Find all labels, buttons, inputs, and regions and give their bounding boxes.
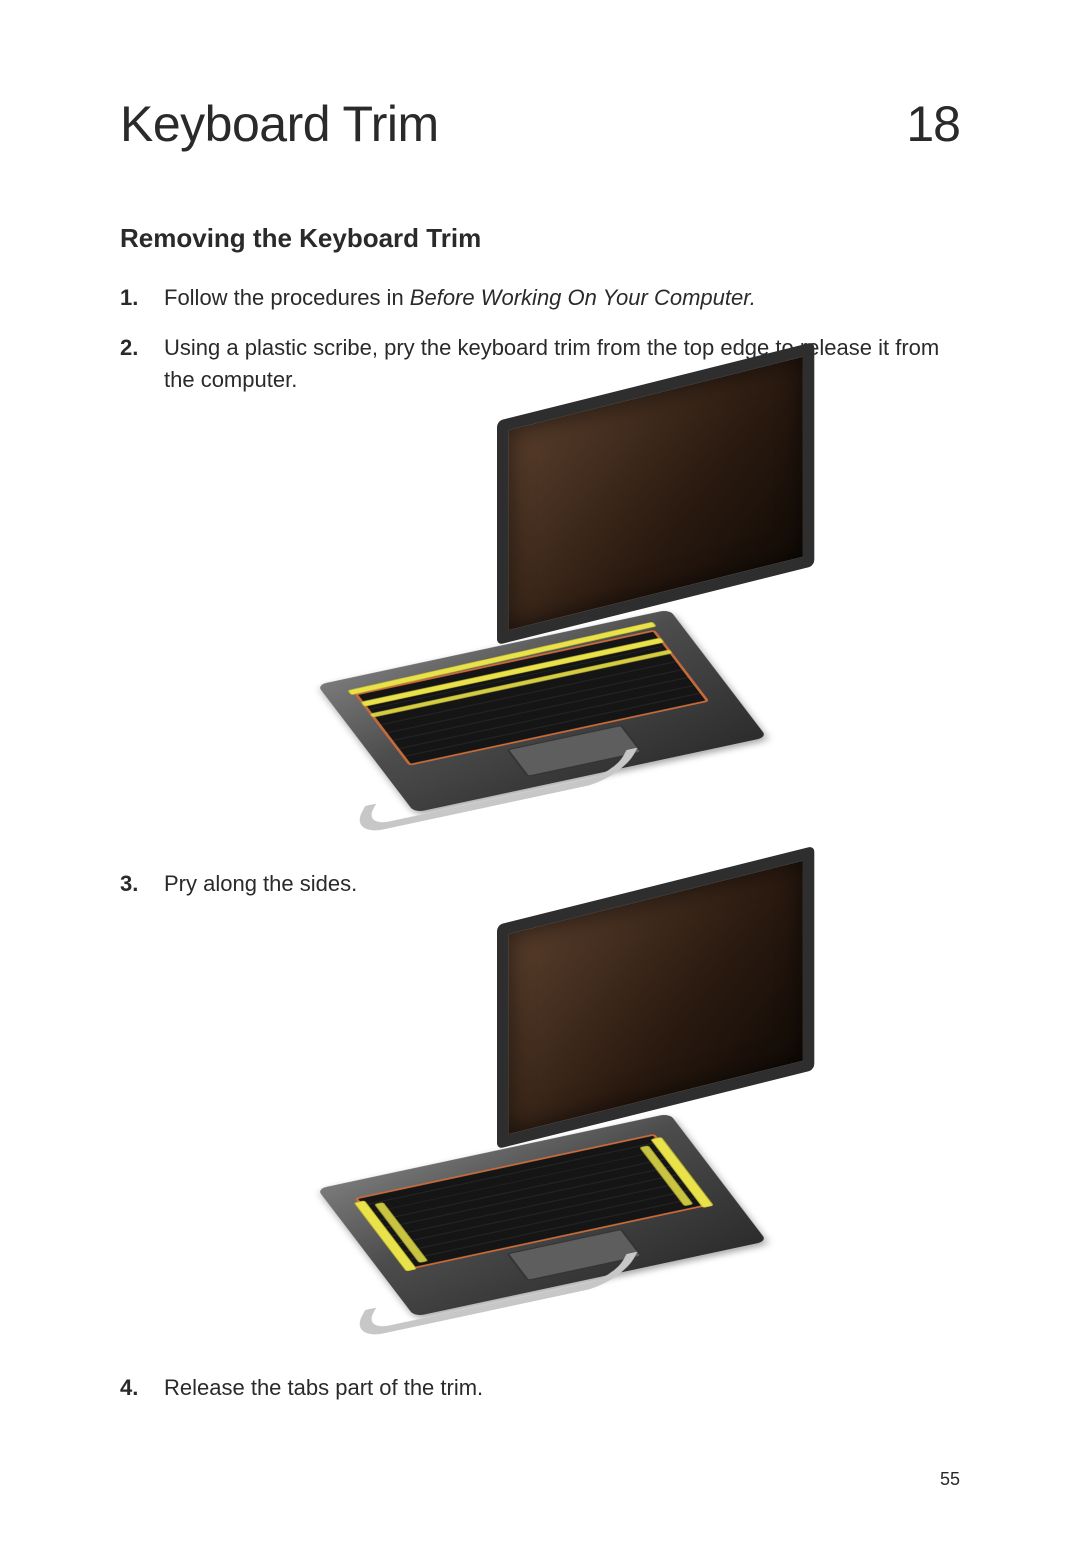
page-number: 55 [940,1469,960,1490]
step-1-text: Follow the procedures in [164,285,410,310]
figure-sides [164,920,960,1340]
step-3-text: Pry along the sides. [164,871,357,896]
section-title: Removing the Keyboard Trim [120,223,960,254]
laptop-illustration-1 [312,416,812,836]
laptop-illustration-2 [312,920,812,1340]
laptop-handle [348,747,637,836]
laptop-screen [497,342,814,645]
procedure-list: Follow the procedures in Before Working … [120,282,960,1403]
chapter-title: Keyboard Trim [120,95,439,153]
laptop-base [317,1113,767,1316]
figure-top-edge [164,416,960,836]
step-3: Pry along the sides. [120,868,960,1340]
chapter-header: Keyboard Trim 18 [120,95,960,153]
step-1-reference: Before Working On Your Computer. [410,285,756,310]
laptop-screen [497,845,814,1148]
step-4: Release the tabs part of the trim. [120,1372,960,1404]
step-2: Using a plastic scribe, pry the keyboard… [120,332,960,836]
step-4-text: Release the tabs part of the trim. [164,1375,483,1400]
laptop-handle [348,1251,637,1340]
step-1: Follow the procedures in Before Working … [120,282,960,314]
manual-page: Keyboard Trim 18 Removing the Keyboard T… [0,0,1080,1545]
laptop-base [317,609,767,812]
step-2-text: Using a plastic scribe, pry the keyboard… [164,335,939,392]
chapter-number: 18 [906,95,960,153]
